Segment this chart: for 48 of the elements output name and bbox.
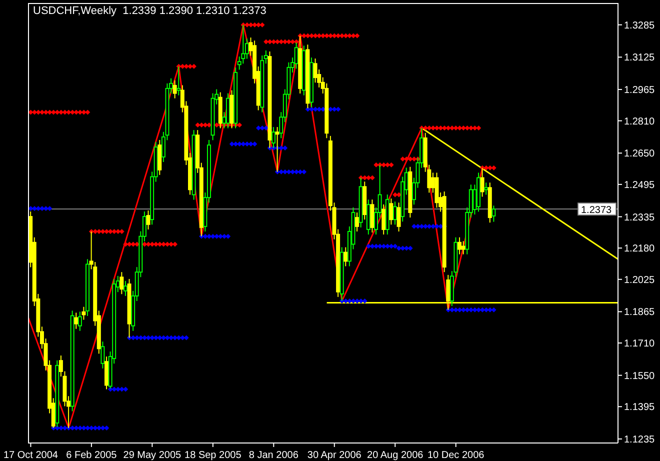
candlestick [78, 311, 82, 332]
y-tick-label: 1.2810 [624, 116, 656, 128]
x-tick-label: 10 Dec 2006 [428, 450, 485, 461]
y-tick-label: 1.1550 [624, 370, 656, 382]
x-tick-label: 6 Feb 2005 [66, 450, 118, 461]
y-tick-label: 1.2965 [624, 85, 656, 96]
y-tick-label: 1.3125 [624, 52, 656, 64]
y-tick-label: 1.2180 [624, 244, 656, 255]
candlestick [100, 341, 105, 369]
candlestick [492, 205, 496, 222]
y-tick-label: 1.3285 [624, 20, 656, 32]
y-tick-label: 1.1865 [624, 307, 656, 318]
candlestick [272, 126, 276, 149]
ref-line-label: 1.2373 [581, 205, 612, 216]
candlestick [344, 246, 348, 267]
y-tick-label: 1.1710 [624, 338, 656, 350]
x-tick-label: 29 May 2005 [123, 450, 182, 461]
candlestick [484, 182, 488, 196]
candlestick [382, 204, 386, 236]
x-tick-label: 18 Sep 2005 [184, 450, 242, 461]
y-tick-label: 1.2025 [624, 274, 656, 286]
candlestick [146, 210, 150, 230]
candlestick [104, 356, 108, 390]
candlestick [172, 80, 177, 99]
x-tick-label: 30 Apr 2006 [307, 450, 362, 461]
candlestick [370, 199, 374, 233]
candlestick [480, 167, 484, 198]
candlestick [82, 306, 86, 320]
y-tick-label: 1.2335 [624, 212, 656, 224]
candlestick [461, 240, 466, 255]
x-tick-label: 8 Jan 2006 [248, 450, 299, 461]
y-tick-label: 1.1235 [624, 434, 656, 446]
x-tick-label: 17 Oct 2004 [3, 450, 58, 461]
y-tick-label: 1.1395 [624, 402, 656, 414]
candlestick [389, 198, 394, 226]
chart-title: USDCHF,Weekly 1.2339 1.2390 1.2310 1.2373 [33, 5, 266, 17]
candlestick [176, 66, 181, 96]
x-tick-label: 20 Aug 2006 [367, 450, 424, 461]
y-tick-label: 1.2495 [624, 180, 656, 191]
y-tick-label: 1.2650 [624, 148, 656, 160]
candlestick [392, 201, 397, 226]
candlestick [396, 202, 401, 232]
candlestick [120, 272, 124, 295]
candlestick [74, 312, 78, 330]
candlestick [313, 58, 318, 84]
candlestick [458, 236, 462, 255]
candlestick [123, 280, 128, 296]
candlestick [355, 212, 360, 232]
